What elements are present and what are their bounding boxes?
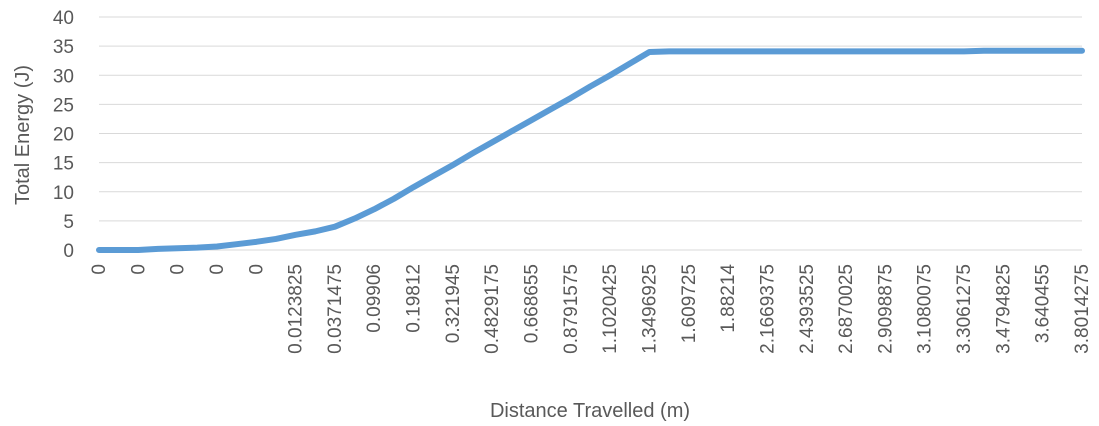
- x-tick-label: 3.3061275: [954, 264, 975, 354]
- x-tick-label: 0: [128, 264, 149, 275]
- y-tick-label: 25: [53, 95, 74, 116]
- x-tick-label: 0.668655: [522, 264, 543, 343]
- y-tick-label: 15: [53, 154, 74, 175]
- gridlines: [99, 16, 1082, 251]
- x-tick-label: 0: [89, 264, 110, 275]
- total-energy-line: [96, 47, 1085, 253]
- y-tick-label: 35: [53, 37, 74, 58]
- x-tick-label: 0.8791575: [561, 264, 582, 354]
- x-tick-label: 3.4794825: [993, 264, 1014, 354]
- x-tick-label: 2.1669375: [757, 264, 778, 354]
- y-axis-title: Total Energy (J): [12, 65, 34, 205]
- x-tick-label: 0: [168, 264, 189, 275]
- x-tick-label: 3.640455: [1033, 264, 1054, 343]
- x-tick-label: 0.4829175: [482, 264, 503, 354]
- x-tick-labels: 0 0 0 0 0 0.0123825 0.0371475 0.09906 0.19812 0.3…: [89, 264, 1093, 354]
- x-tick-label: 3.8014275: [1072, 264, 1093, 354]
- y-tick-label: 0: [63, 241, 74, 262]
- x-tick-label: 2.9098875: [875, 264, 896, 354]
- x-tick-label: 3.1080075: [915, 264, 936, 354]
- x-tick-label: 2.4393525: [797, 264, 818, 354]
- x-tick-label: 0.0371475: [325, 264, 346, 354]
- y-tick-label: 40: [53, 8, 74, 29]
- y-tick-label: 30: [53, 66, 74, 87]
- x-axis-title: Distance Travelled (m): [490, 400, 690, 422]
- x-tick-label: 0: [246, 264, 267, 275]
- x-tick-label: 2.6870025: [836, 264, 857, 354]
- x-tick-label: 0.19812: [404, 264, 425, 333]
- x-tick-label: 0.321945: [443, 264, 464, 343]
- y-tick-labels: 0 5 10 15 20 25 30 35 40: [53, 8, 74, 262]
- x-tick-label: 0.09906: [364, 264, 385, 333]
- x-tick-label: 0.0123825: [286, 264, 307, 354]
- x-tick-label: 1.88214: [718, 264, 739, 333]
- y-tick-label: 20: [53, 125, 74, 146]
- x-tick-label: 1.609725: [679, 264, 700, 343]
- y-tick-label: 10: [53, 183, 74, 204]
- x-tick-label: 0: [207, 264, 228, 275]
- y-tick-label: 5: [63, 212, 74, 233]
- x-tick-label: 1.1020425: [600, 264, 621, 354]
- x-tick-label: 1.3496925: [639, 264, 660, 354]
